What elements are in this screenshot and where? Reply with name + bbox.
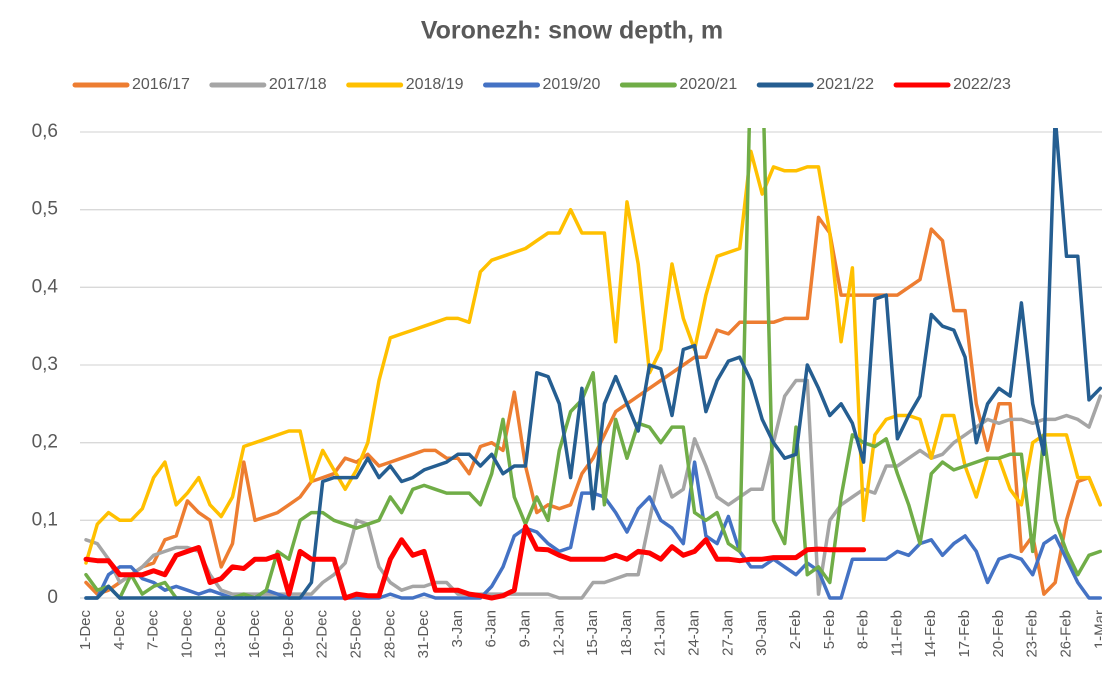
x-tick-label: 22-Dec	[314, 610, 331, 659]
y-tick-label: 0,2	[32, 432, 58, 453]
x-tick-label: 28-Dec	[381, 610, 398, 659]
legend-label: 2017/18	[269, 76, 327, 93]
x-tick-label: 8-Feb	[855, 610, 872, 649]
x-tick-label: 7-Dec	[145, 610, 162, 651]
chart-title: Voronezh: snow depth, m	[421, 17, 723, 45]
x-tick-label: 16-Dec	[246, 610, 263, 659]
series-line	[84, 215, 1102, 596]
series-line	[84, 128, 1102, 600]
y-tick-label: 0,3	[32, 354, 58, 375]
grid: 0 0,1 0,2 0,3 0,4 0,5 0,6 1-Dec 4-Dec 7-Dec 10-Dec…	[32, 121, 1102, 658]
legend-label: 2019/20	[543, 76, 601, 93]
x-tick-label: 19-Dec	[280, 610, 297, 659]
x-tick-label: 1-Dec	[77, 610, 94, 651]
x-tick-label: 23-Feb	[1024, 610, 1041, 658]
series-line	[84, 149, 1102, 565]
x-tick-label: 31-Dec	[415, 610, 432, 659]
x-tick-label: 15-Jan	[584, 610, 601, 656]
x-tick-label: 26-Feb	[1057, 610, 1074, 658]
legend: 2016/17 2017/18 2018/19 2019/20 2020/21 2021/…	[72, 76, 1011, 93]
x-tick-label: 13-Dec	[212, 610, 229, 659]
x-tick-label: 27-Jan	[719, 610, 736, 656]
x-tick-label: 14-Feb	[922, 610, 939, 658]
x-tick-label: 9-Jan	[516, 610, 533, 648]
x-tick-label: 18-Jan	[618, 610, 635, 656]
x-tick-label: 10-Dec	[178, 610, 195, 659]
series-line	[84, 128, 1102, 600]
x-tick-label: 3-Jan	[449, 610, 466, 648]
series-line	[84, 460, 1102, 600]
x-tick-label: 25-Dec	[347, 610, 364, 659]
x-tick-label: 11-Feb	[888, 610, 905, 656]
plot-area	[83, 128, 1102, 601]
legend-label: 2020/21	[679, 76, 737, 93]
y-tick-label: 0	[47, 587, 58, 608]
legend-label: 2018/19	[406, 76, 464, 93]
y-tick-label: 0,5	[32, 199, 58, 220]
x-tick-label: 30-Jan	[753, 610, 770, 656]
x-tick-label: 4-Dec	[111, 610, 128, 651]
series-line	[83, 524, 867, 601]
y-tick-label: 0,4	[32, 276, 59, 297]
x-tick-label: 17-Feb	[956, 610, 973, 658]
x-tick-label: 6-Jan	[483, 610, 500, 648]
x-tick-label: 20-Feb	[990, 610, 1007, 658]
legend-label: 2022/23	[953, 76, 1011, 93]
legend-label: 2021/22	[816, 76, 874, 93]
x-tick-label: 2-Feb	[787, 610, 804, 649]
x-tick-label: 24-Jan	[686, 610, 703, 656]
x-tick-label: 5-Feb	[821, 610, 838, 649]
x-tick-label: 1-Mar	[1091, 610, 1102, 649]
y-tick-label: 0,1	[32, 509, 58, 530]
legend-label: 2016/17	[132, 76, 190, 93]
y-tick-label: 0,6	[32, 121, 58, 142]
x-tick-label: 12-Jan	[550, 610, 567, 656]
x-tick-label: 21-Jan	[652, 610, 669, 656]
